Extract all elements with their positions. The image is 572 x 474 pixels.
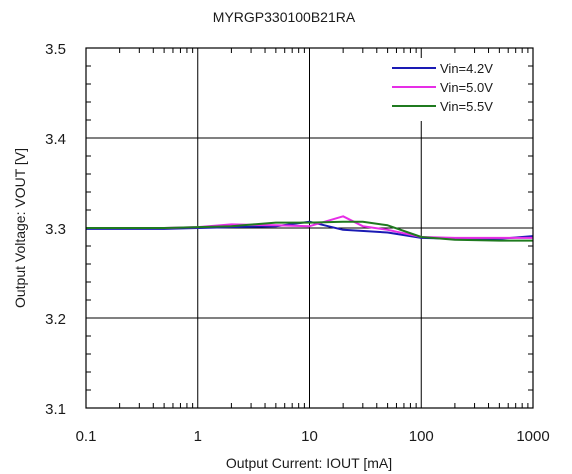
legend: Vin=4.2V Vin=5.0V Vin=5.5V [386, 58, 526, 121]
x-tick-label: 1 [194, 428, 202, 445]
y-tick-label: 3.2 [45, 311, 66, 328]
series-layer [86, 215, 534, 242]
x-tick-label: 1000 [516, 428, 549, 445]
y-tick-labels: 3.1 3.2 3.3 3.4 3.5 [45, 41, 66, 418]
chart-title: MYRGP330100B21RA [213, 9, 356, 25]
y-tick-label: 3.4 [45, 131, 66, 148]
y-tick-label: 3.3 [45, 221, 66, 238]
legend-label: Vin=5.0V [440, 80, 493, 95]
legend-label: Vin=4.2V [440, 61, 493, 76]
x-tick-label: 100 [409, 428, 434, 445]
series-line-3 [86, 220, 533, 242]
y-axis-label: Output Voltage: VOUT [V] [12, 148, 28, 308]
legend-label: Vin=5.5V [440, 99, 493, 114]
minor-ticks [86, 48, 533, 408]
x-tick-label: 0.1 [76, 428, 97, 445]
y-tick-label: 3.5 [45, 41, 66, 58]
y-tick-label: 3.1 [45, 401, 66, 418]
plot-frame [85, 47, 534, 409]
x-tick-labels: 0.1 1 10 100 1000 [76, 428, 550, 445]
x-tick-label: 10 [301, 428, 318, 445]
x-axis-label: Output Current: IOUT [mA] [226, 455, 392, 471]
